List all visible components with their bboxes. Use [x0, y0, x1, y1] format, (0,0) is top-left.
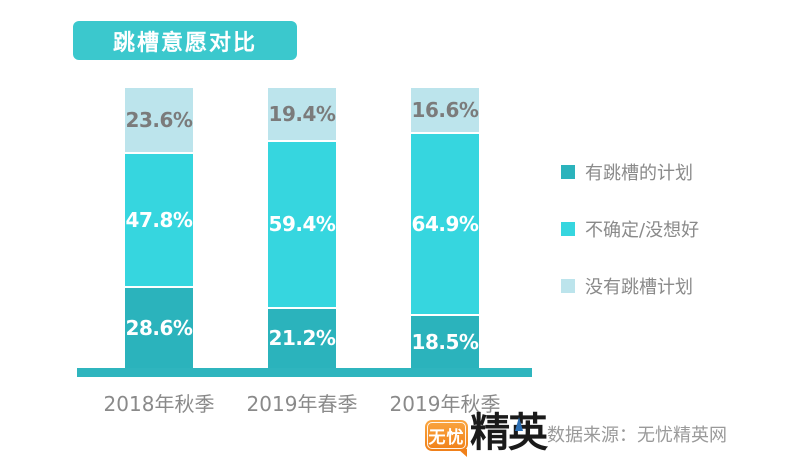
chart-title: 跳槽意愿对比	[112, 30, 257, 56]
bar-segment-value: 19.4%	[268, 102, 336, 127]
bar-1-segment-3: 23.6%	[125, 88, 193, 155]
legend-item-1: 有跳槽的计划	[561, 162, 699, 184]
legend-item-label: 没有跳槽计划	[585, 277, 693, 298]
stacked-bar-3: 16.6% 64.9% 18.5%	[411, 88, 479, 368]
legend-swatch-icon	[561, 165, 575, 179]
legend-item-3: 没有跳槽计划	[561, 276, 699, 298]
logo-brand-text: 精英	[470, 410, 548, 456]
data-source-text: 数据来源：无忧精英网	[547, 425, 727, 446]
logo-bubble-text: 无忧	[428, 428, 465, 448]
chart-title-box: 跳槽意愿对比	[73, 21, 297, 60]
bar-segment-value: 16.6%	[411, 98, 479, 123]
legend-item-label: 有跳槽的计划	[585, 163, 693, 184]
bar-segment-value: 18.5%	[411, 330, 479, 355]
category-label-3: 2019年秋季	[389, 392, 501, 416]
bar-1-segment-2: 47.8%	[125, 154, 193, 288]
bar-segment-value: 28.6%	[125, 315, 193, 340]
legend: 有跳槽的计划 不确定/没想好 没有跳槽计划	[561, 162, 699, 333]
bar-2-segment-3: 19.4%	[268, 88, 336, 143]
bar-segment-value: 23.6%	[125, 108, 193, 133]
legend-item-label: 不确定/没想好	[585, 220, 700, 241]
x-axis-line	[77, 368, 532, 377]
bar-2-segment-2: 59.4%	[268, 142, 336, 309]
category-label-2: 2019年春季	[246, 392, 358, 416]
bar-3-segment-3: 16.6%	[411, 88, 479, 135]
bar-segment-value: 21.2%	[268, 326, 336, 351]
legend-swatch-icon	[561, 279, 575, 293]
bar-3-segment-2: 64.9%	[411, 134, 479, 317]
legend-swatch-icon	[561, 222, 575, 236]
category-label-1: 2018年秋季	[103, 392, 215, 416]
logo-bubble-tail-icon	[458, 449, 467, 457]
bar-3-segment-1: 18.5%	[411, 316, 479, 368]
bar-2-segment-1: 21.2%	[268, 308, 336, 368]
bar-1-segment-1: 28.6%	[125, 287, 193, 368]
bar-segment-value: 59.4%	[268, 212, 336, 237]
stacked-bar-2: 19.4% 59.4% 21.2%	[268, 88, 336, 368]
bar-segment-value: 64.9%	[411, 212, 479, 237]
bar-segment-value: 47.8%	[125, 208, 193, 232]
logo-peacock-icon	[515, 417, 523, 431]
wuyou-jingying-logo: 无忧 精英	[425, 410, 550, 461]
stacked-bar-1: 23.6% 47.8% 28.6%	[125, 88, 193, 368]
legend-item-2: 不确定/没想好	[561, 219, 700, 241]
logo-speech-bubble: 无忧	[425, 420, 468, 451]
